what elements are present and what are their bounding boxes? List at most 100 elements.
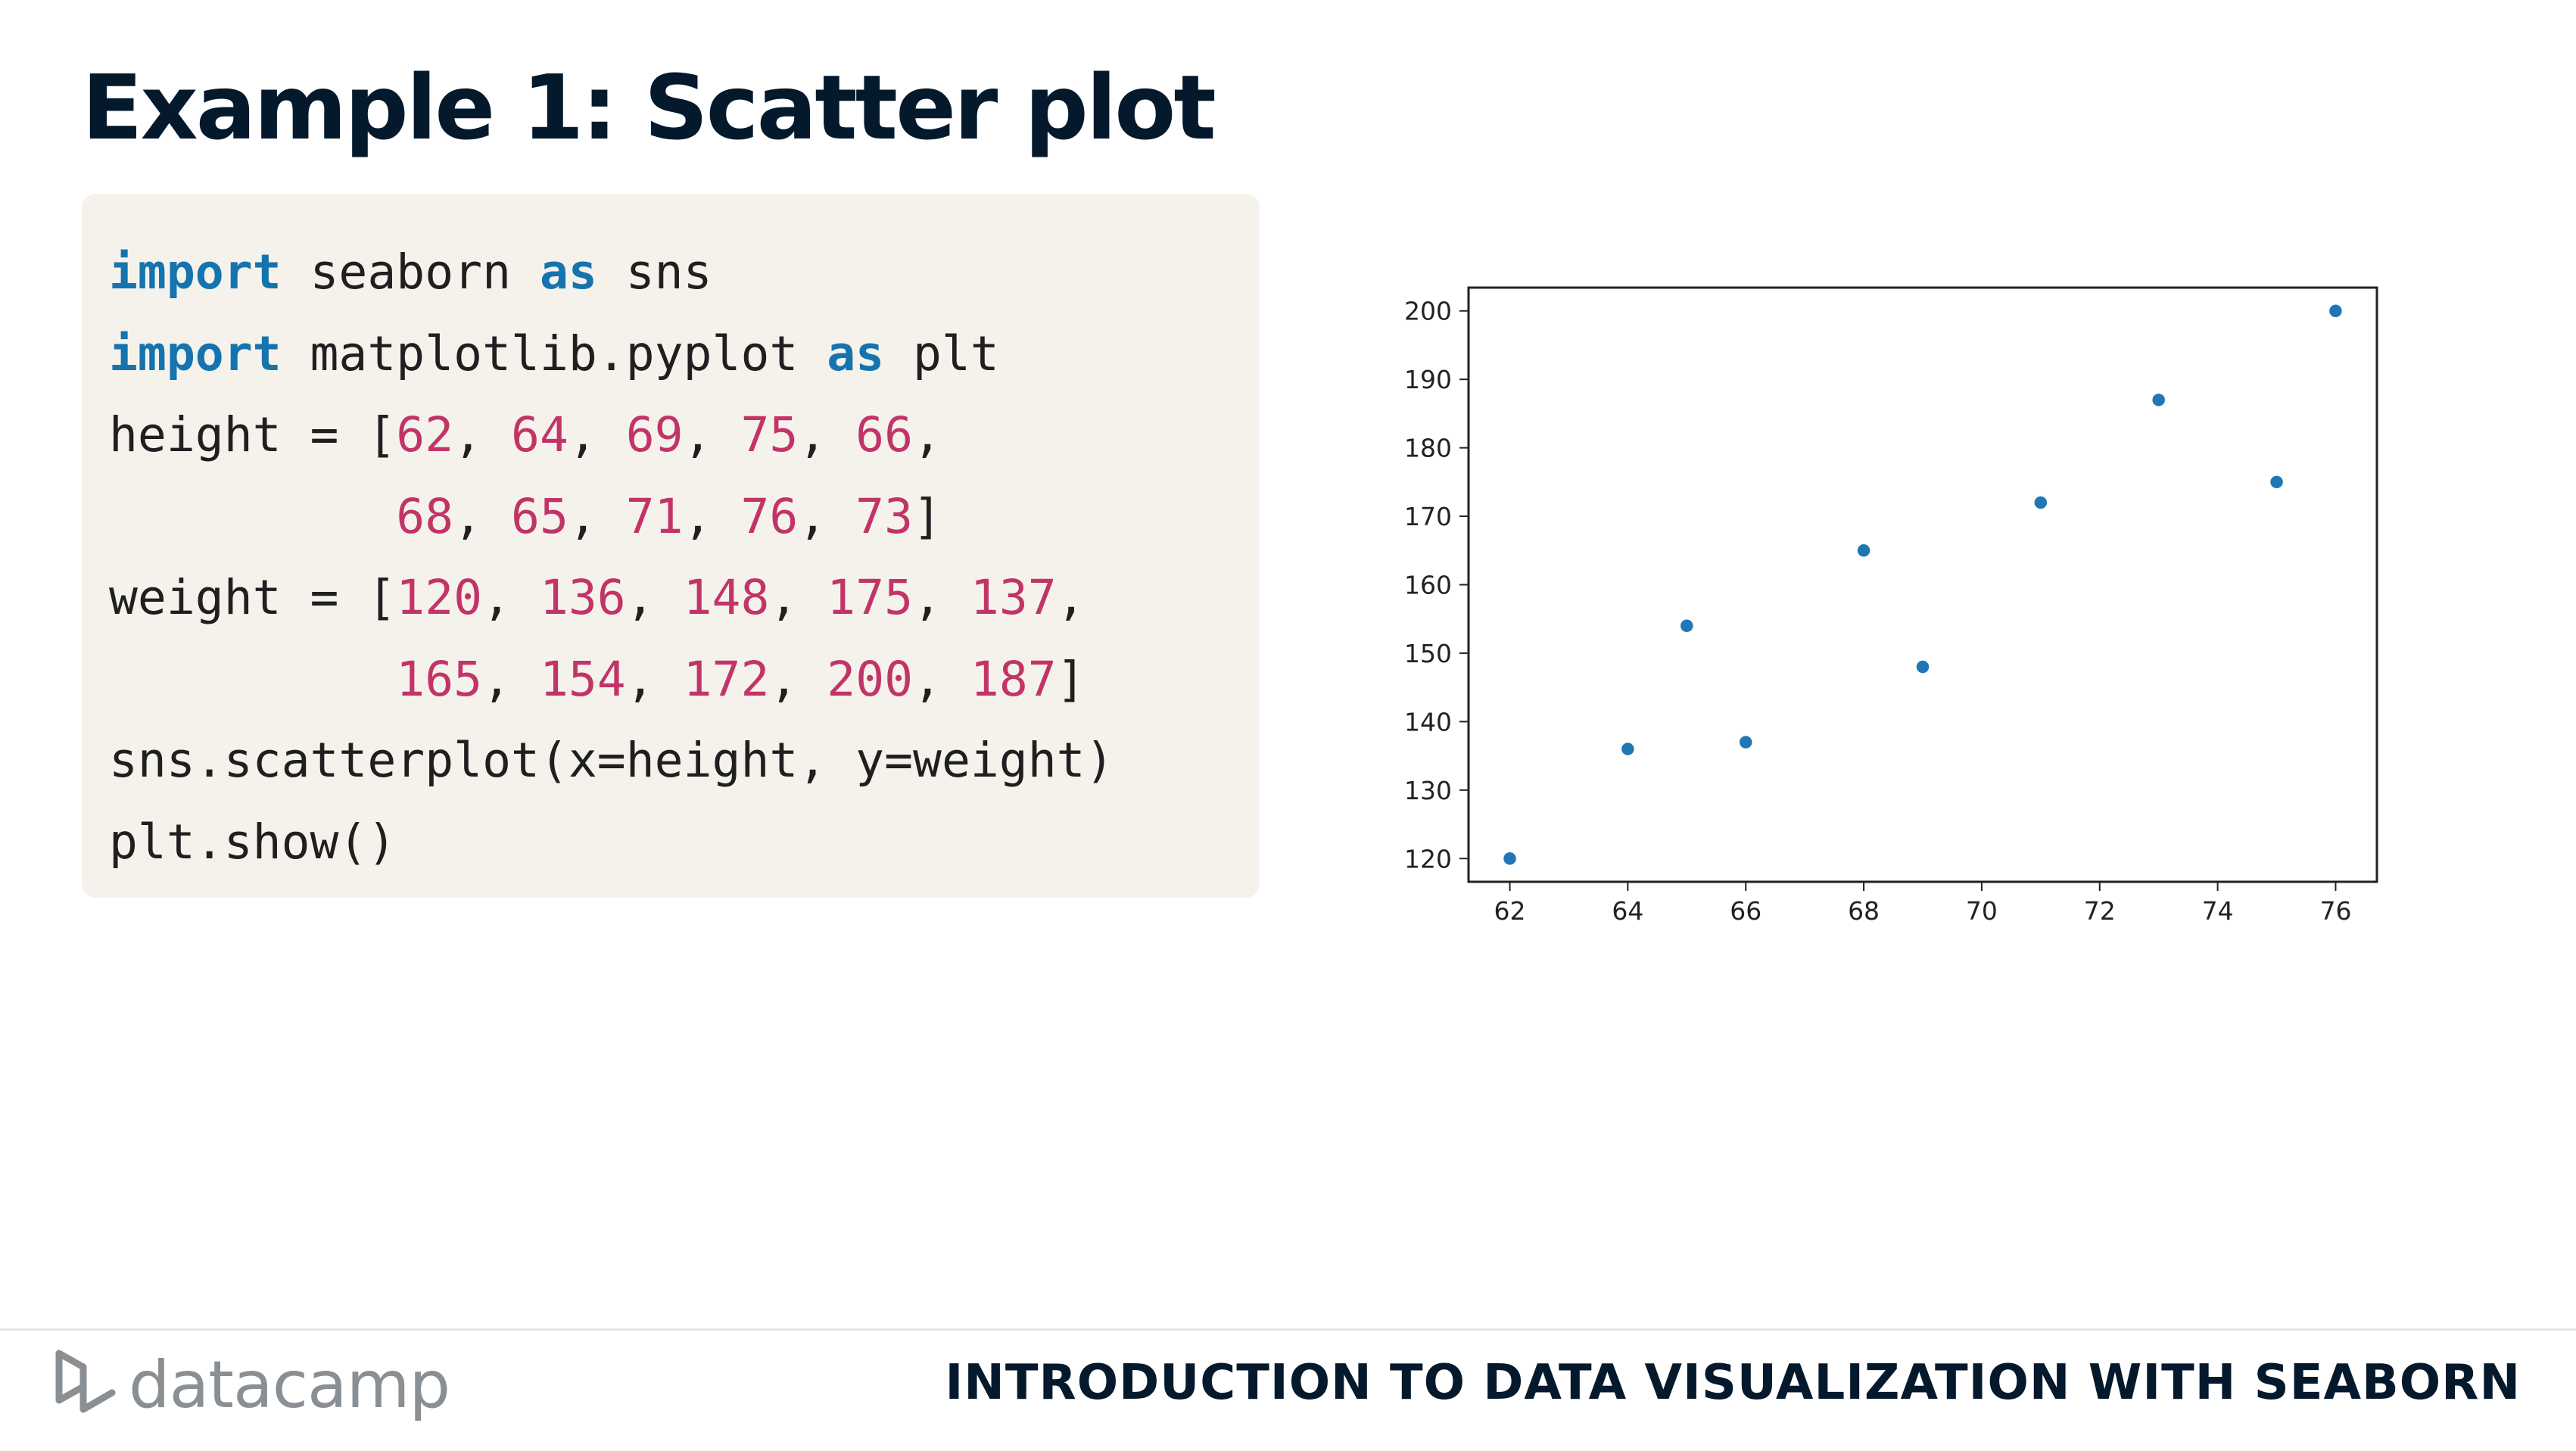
code-number: 200 [827, 651, 914, 707]
code-token: ] [1056, 651, 1086, 707]
code-number: 65 [511, 488, 568, 544]
y-tick-label: 130 [1404, 776, 1452, 805]
code-token: sns.scatterplot(x=height, y=weight) [109, 733, 1114, 788]
code-number: 75 [740, 407, 799, 462]
datacamp-logo-text: datacamp [129, 1347, 450, 1423]
scatter-point [2033, 495, 2048, 510]
code-keyword: as [827, 325, 885, 381]
code-token: , [913, 407, 942, 462]
slide-title: Example 1: Scatter plot [82, 55, 1216, 160]
code-line: plt.show() [109, 814, 396, 870]
y-tick-label: 200 [1404, 297, 1452, 326]
scatter-chart: 62 64 66 68 70 72 74 76 120 130 140 150 160 170 180 190… [1404, 286, 2378, 926]
y-tick-label: 160 [1404, 571, 1452, 600]
code-token: , [683, 407, 741, 462]
scatter-point [2269, 475, 2285, 490]
code-token: , [913, 570, 970, 625]
code-line: 68, 65, 71, 76, 73] [109, 489, 942, 544]
code-number: 68 [396, 488, 454, 544]
code-number: 175 [827, 570, 914, 625]
code-number: 148 [683, 570, 770, 625]
code-token: seaborn [281, 244, 540, 300]
code-token: plt [884, 325, 999, 381]
code-number: 69 [625, 407, 684, 462]
x-tick-label: 62 [1494, 896, 1526, 926]
scatter-point [1738, 734, 1753, 750]
code-token: , [769, 570, 827, 625]
code-token: , [453, 488, 512, 544]
code-token: height = [ [109, 407, 397, 462]
code-token: , [625, 570, 684, 625]
x-tick-label: 72 [2084, 896, 2116, 926]
chart-ticks: 62 64 66 68 70 72 74 76 120 130 140 150 160 170 180 190… [1404, 297, 2351, 926]
code-token: , [482, 570, 540, 625]
code-block: import seaborn as sns import matplotlib.… [82, 194, 1260, 898]
datacamp-logo-icon [55, 1350, 116, 1413]
code-number: 187 [970, 651, 1057, 707]
code-line: 165, 154, 172, 200, 187] [109, 651, 1086, 707]
chart-points [1502, 303, 2344, 867]
code-token: , [769, 651, 827, 707]
y-tick-label: 150 [1404, 639, 1452, 668]
scatter-point [1620, 741, 1636, 757]
x-tick-label: 74 [2202, 896, 2234, 926]
datacamp-logo: datacamp [53, 1347, 450, 1423]
code-number: 64 [511, 407, 568, 462]
code-token [109, 652, 396, 707]
code-token: , [1056, 570, 1086, 625]
code-token: , [625, 651, 684, 707]
code-token: sns [596, 244, 712, 300]
scatter-point [1915, 659, 1930, 674]
y-tick-label: 190 [1404, 365, 1452, 394]
code-token: , [798, 488, 856, 544]
scatter-point [1502, 851, 1518, 867]
x-tick-label: 64 [1612, 896, 1643, 926]
course-title: INTRODUCTION TO DATA VISUALIZATION WITH … [945, 1355, 2521, 1411]
code-number: 154 [539, 651, 626, 707]
code-keyword: import [109, 244, 282, 300]
code-line: import matplotlib.pyplot as plt [109, 326, 999, 381]
code-token [109, 489, 396, 544]
code-token: plt.show() [109, 814, 397, 870]
code-keyword: import [109, 325, 282, 381]
code-line: import seaborn as sns [109, 244, 712, 300]
x-tick-label: 76 [2319, 896, 2351, 926]
code-line: weight = [120, 136, 148, 175, 137, [109, 570, 1086, 625]
code-number: 62 [396, 407, 454, 462]
code-token: , [913, 651, 970, 707]
x-tick-label: 68 [1848, 896, 1880, 926]
code-number: 136 [539, 570, 626, 625]
y-tick-label: 120 [1404, 844, 1452, 873]
code-line: height = [62, 64, 69, 75, 66, [109, 407, 942, 462]
chart-axes [1467, 286, 2378, 883]
code-number: 165 [396, 651, 483, 707]
code-token: , [453, 407, 512, 462]
code-number: 120 [396, 570, 483, 625]
code-token: , [798, 407, 856, 462]
code-number: 172 [683, 651, 770, 707]
plot-frame [1467, 286, 2378, 883]
code-number: 73 [855, 488, 914, 544]
code-token: ] [913, 488, 942, 544]
code-token: , [568, 488, 626, 544]
code-number: 66 [855, 407, 914, 462]
x-tick-label: 70 [1966, 896, 1998, 926]
y-tick-label: 180 [1404, 434, 1452, 463]
footer-divider [0, 1328, 2576, 1331]
code-keyword: as [539, 244, 597, 300]
code-number: 71 [625, 488, 684, 544]
code-line: sns.scatterplot(x=height, y=weight) [109, 733, 1114, 788]
code-text: import seaborn as sns import matplotlib.… [109, 232, 1114, 883]
x-tick-label: 66 [1730, 896, 1761, 926]
code-token: weight = [ [109, 570, 397, 625]
y-tick-label: 170 [1404, 502, 1452, 531]
scatter-point [1679, 618, 1695, 634]
code-number: 137 [970, 570, 1057, 625]
y-tick-label: 140 [1404, 707, 1452, 736]
scatter-point [2328, 303, 2344, 319]
code-token: , [568, 407, 626, 462]
code-number: 76 [740, 488, 799, 544]
code-token: matplotlib.pyplot [281, 325, 827, 381]
scatter-point [2151, 392, 2166, 408]
scatter-point [1856, 543, 1871, 559]
